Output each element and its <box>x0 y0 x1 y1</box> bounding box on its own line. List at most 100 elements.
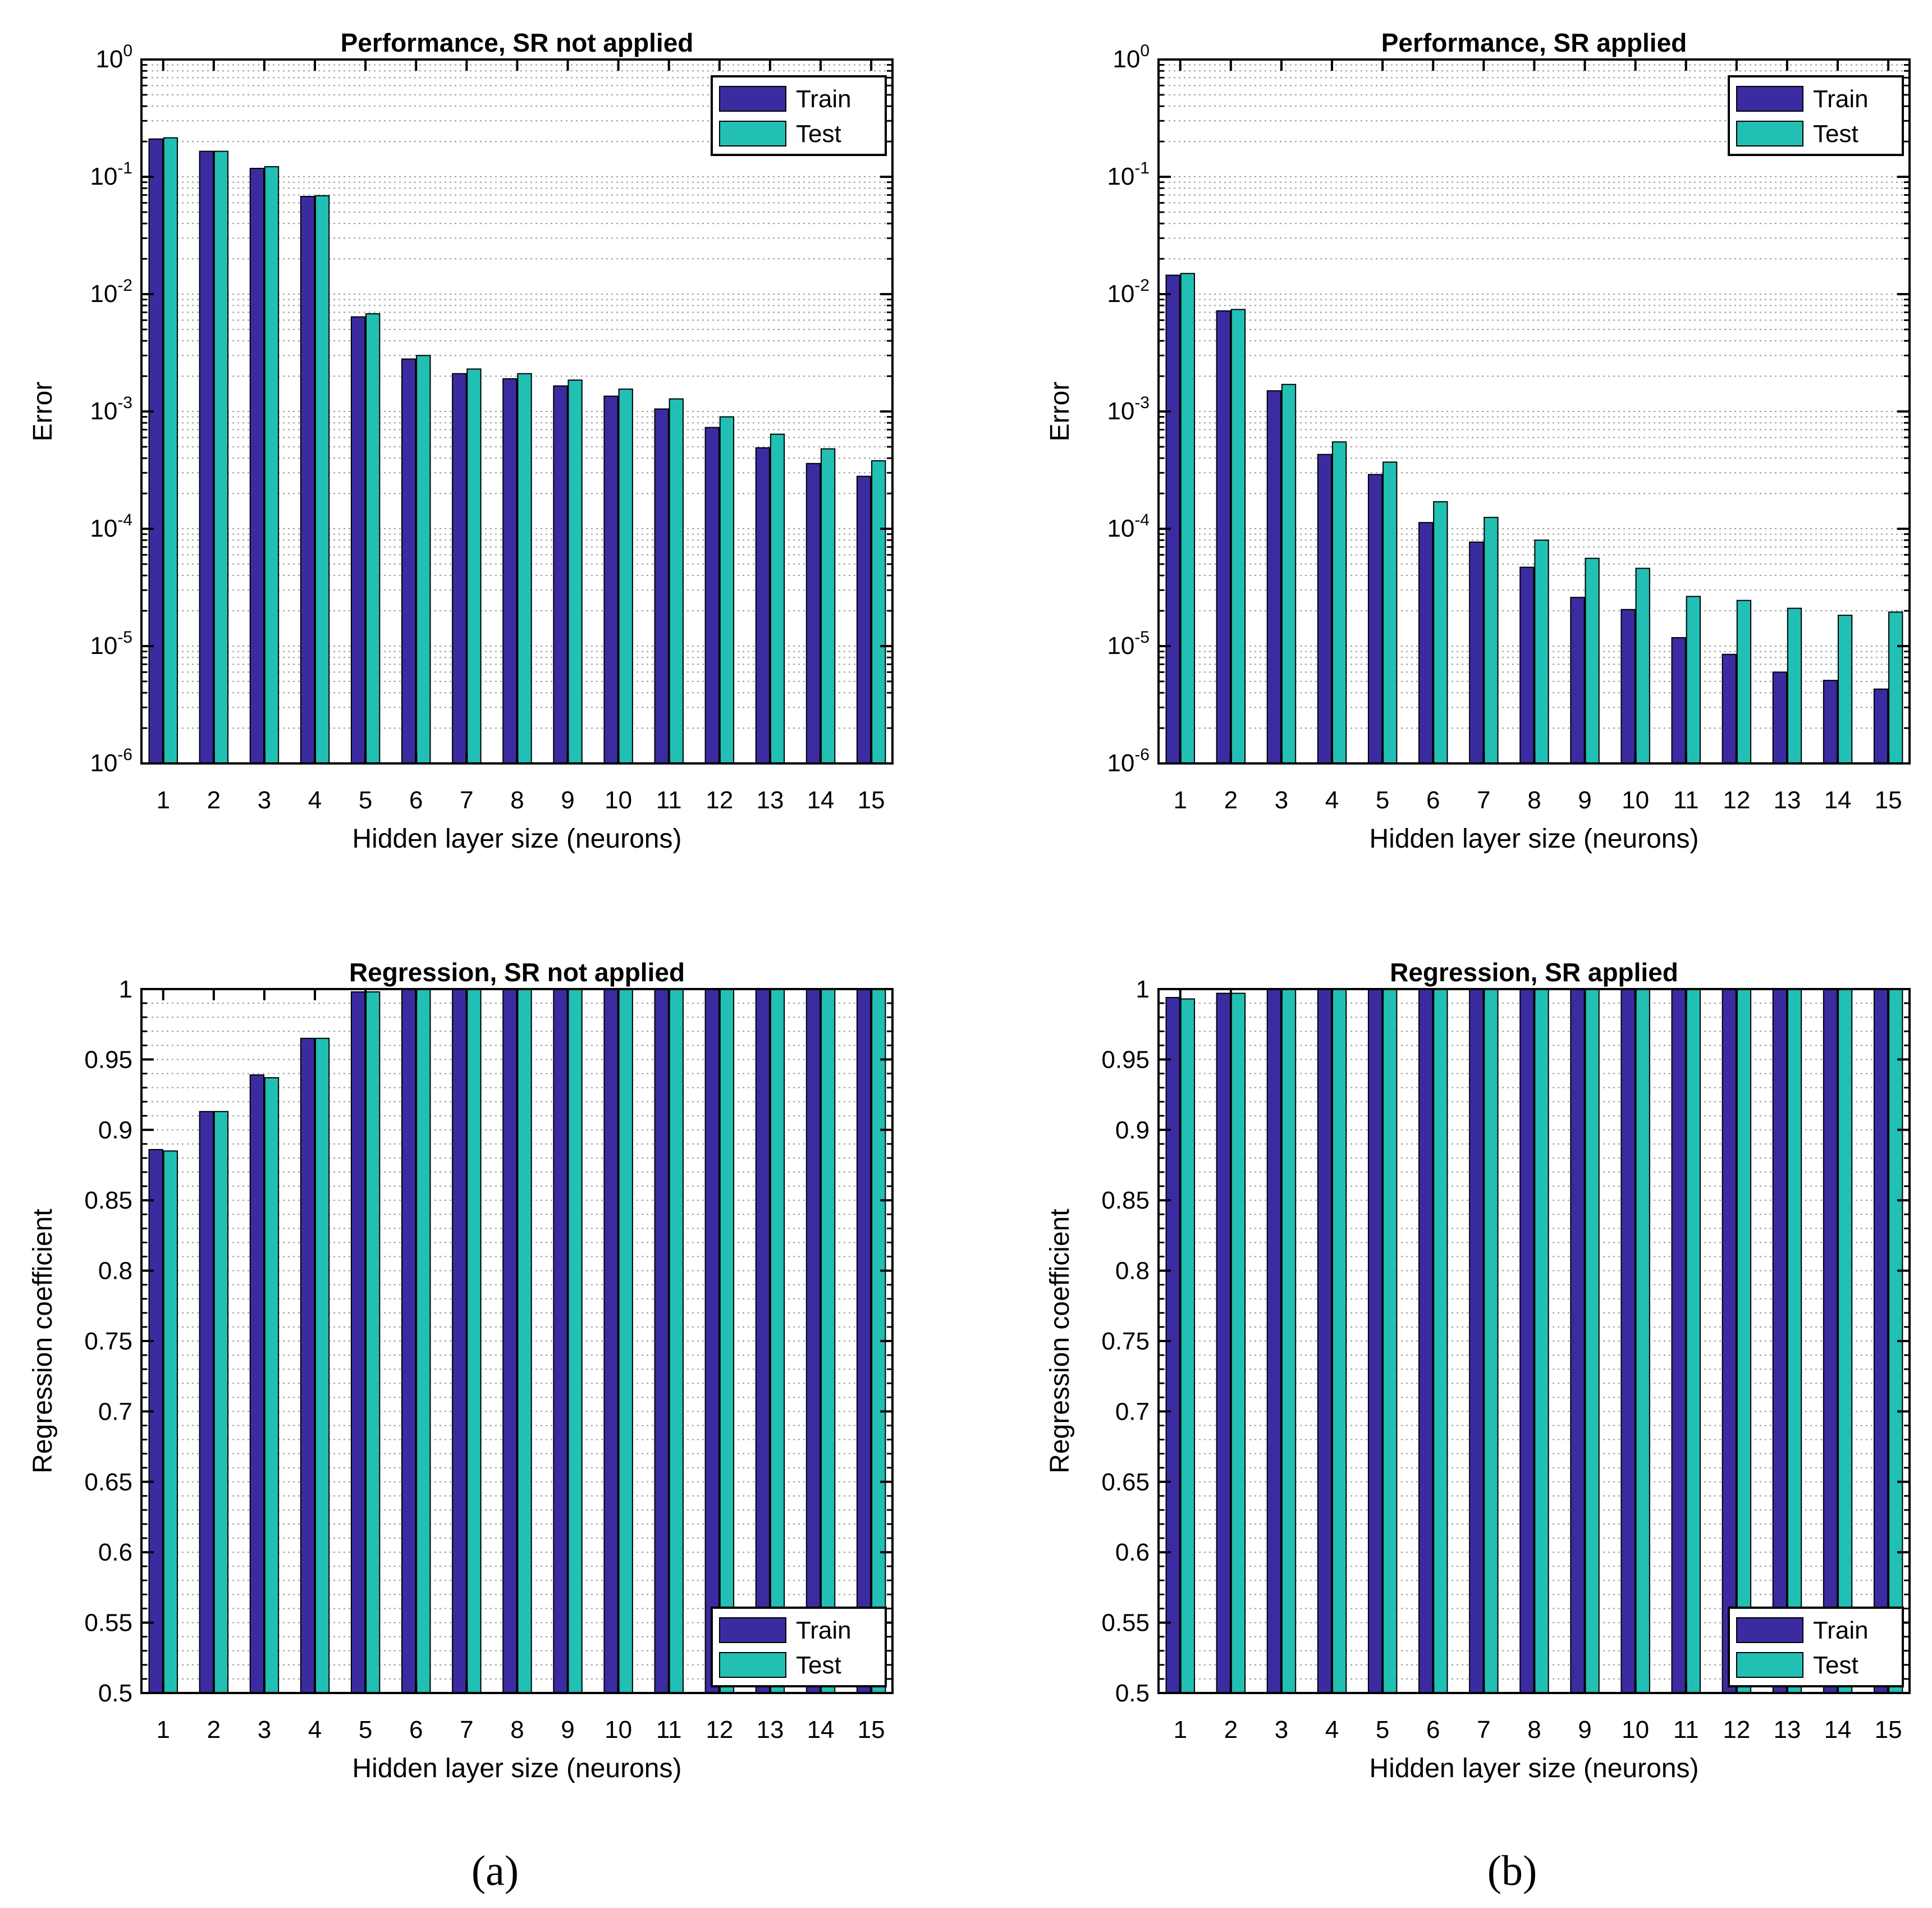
chart-title: Performance, SR applied <box>1381 28 1687 57</box>
test-bar-5 <box>1382 989 1398 1694</box>
x-tick-label: 13 <box>1773 1716 1801 1744</box>
x-tick-label: 6 <box>1426 1716 1440 1744</box>
test-bar-2 <box>1230 309 1246 764</box>
legend: Train Test <box>711 1607 887 1687</box>
x-tick-label: 11 <box>656 1716 682 1744</box>
legend-label-test: Test <box>796 1651 841 1679</box>
x-tick-label: 8 <box>1527 1716 1541 1744</box>
y-axis-label: Error <box>1045 382 1075 442</box>
legend-swatch-train <box>719 86 786 112</box>
x-tick-label: 10 <box>605 786 632 814</box>
test-bar-6 <box>1433 989 1448 1694</box>
x-tick-label: 1 <box>157 1716 170 1744</box>
train-bar-15 <box>856 475 872 764</box>
train-bar-6 <box>1418 521 1434 764</box>
legend-swatch-train <box>1736 1617 1803 1643</box>
y-tick-label: 100 <box>95 42 132 73</box>
train-bar-2 <box>199 1111 214 1694</box>
y-ticks: 0.5 0.55 0.6 0.65 0.7 0.75 0.8 0.85 0.9 0.95 1 <box>1101 976 1910 1707</box>
y-ticks: 0.5 0.55 0.6 0.65 0.7 0.75 0.8 0.85 0.9 0.95 1 <box>84 976 892 1707</box>
train-bar-6 <box>401 989 416 1694</box>
x-axis-label: Hidden layer size (neurons) <box>1370 1754 1699 1783</box>
panel-label-a: (a) <box>471 1847 519 1895</box>
test-bar-10 <box>618 989 633 1694</box>
y-axis-label: Regression coefficient <box>1045 1209 1075 1473</box>
x-tick-label: 3 <box>258 786 271 814</box>
test-bar-1 <box>163 137 178 764</box>
train-bar-15 <box>856 989 872 1694</box>
x-tick-label: 13 <box>756 786 784 814</box>
x-tick-label: 1 <box>1174 786 1187 814</box>
x-tick-label: 10 <box>605 1716 632 1744</box>
y-tick-label: 10-2 <box>1107 276 1150 308</box>
bars <box>148 137 886 765</box>
x-tick-label: 8 <box>510 1716 524 1744</box>
test-bar-5 <box>365 313 381 764</box>
x-axis-label: Hidden layer size (neurons) <box>352 1754 682 1783</box>
legend: Train Test <box>711 75 887 156</box>
y-ticks: 10-6 10-5 10-4 10-3 10-2 10-1 100 <box>90 42 892 777</box>
test-bar-8 <box>517 989 532 1694</box>
train-bar-13 <box>755 447 771 764</box>
x-tick-label: 3 <box>1275 786 1288 814</box>
train-bar-1 <box>148 138 163 765</box>
test-bar-8 <box>1534 989 1549 1694</box>
y-tick-label: 10-1 <box>90 159 132 190</box>
test-bar-2 <box>213 150 229 764</box>
test-bar-8 <box>517 373 532 764</box>
train-bar-1 <box>1165 274 1180 764</box>
test-bar-15 <box>871 460 886 764</box>
x-tick-label: 4 <box>1325 1716 1339 1744</box>
y-tick-label: 10-2 <box>90 276 132 308</box>
train-bar-14 <box>805 989 821 1694</box>
test-bar-11 <box>669 398 684 764</box>
y-tick-label: 0.55 <box>1101 1609 1150 1637</box>
x-tick-label: 9 <box>1578 1716 1591 1744</box>
x-tick-label: 12 <box>1723 786 1750 814</box>
train-bar-5 <box>1367 989 1383 1694</box>
train-bar-3 <box>249 1074 265 1694</box>
x-tick-label: 2 <box>207 1716 221 1744</box>
train-bar-12 <box>704 989 720 1694</box>
train-bar-11 <box>654 989 669 1694</box>
train-bar-3 <box>1266 989 1282 1694</box>
x-tick-label: 9 <box>561 1716 574 1744</box>
test-bar-5 <box>1382 461 1398 764</box>
test-bar-12 <box>1736 600 1752 765</box>
test-bar-10 <box>618 388 633 764</box>
x-tick-label: 6 <box>409 1716 423 1744</box>
train-bar-4 <box>300 196 315 765</box>
x-tick-label: 13 <box>756 1716 784 1744</box>
x-axis-label: Hidden layer size (neurons) <box>1370 824 1699 854</box>
x-tick-label: 9 <box>1578 786 1591 814</box>
bars <box>1165 989 1903 1694</box>
y-tick-label: 0.65 <box>1101 1468 1150 1496</box>
y-tick-label: 10-1 <box>1107 159 1150 190</box>
x-tick-label: 11 <box>1673 1716 1699 1744</box>
y-tick-label: 10-5 <box>1107 628 1150 660</box>
test-bar-7 <box>466 368 482 764</box>
test-bar-11 <box>1686 596 1701 764</box>
y-tick-label: 0.85 <box>84 1187 132 1214</box>
train-bar-5 <box>350 991 366 1694</box>
test-bar-10 <box>1635 989 1650 1694</box>
y-ticks: 10-6 10-5 10-4 10-3 10-2 10-1 100 <box>1107 42 1910 777</box>
bars <box>1165 273 1903 765</box>
train-bar-10 <box>1620 989 1636 1694</box>
train-bar-8 <box>1519 566 1535 764</box>
y-tick-label: 0.75 <box>84 1328 132 1355</box>
x-tick-label: 7 <box>1477 786 1490 814</box>
x-tick-label: 6 <box>1426 786 1440 814</box>
legend-label-train: Train <box>796 1617 851 1644</box>
x-tick-label: 14 <box>807 1716 835 1744</box>
x-ticks: 1 2 3 4 5 6 7 8 9 10 11 12 13 14 15 <box>157 60 885 814</box>
y-tick-label: 0.8 <box>1115 1257 1150 1285</box>
test-bar-1 <box>1180 273 1195 765</box>
train-bar-4 <box>300 1037 315 1694</box>
x-tick-label: 15 <box>1875 786 1902 814</box>
legend-swatch-train <box>719 1617 786 1643</box>
x-tick-label: 6 <box>409 786 423 814</box>
test-bar-14 <box>1837 615 1853 764</box>
